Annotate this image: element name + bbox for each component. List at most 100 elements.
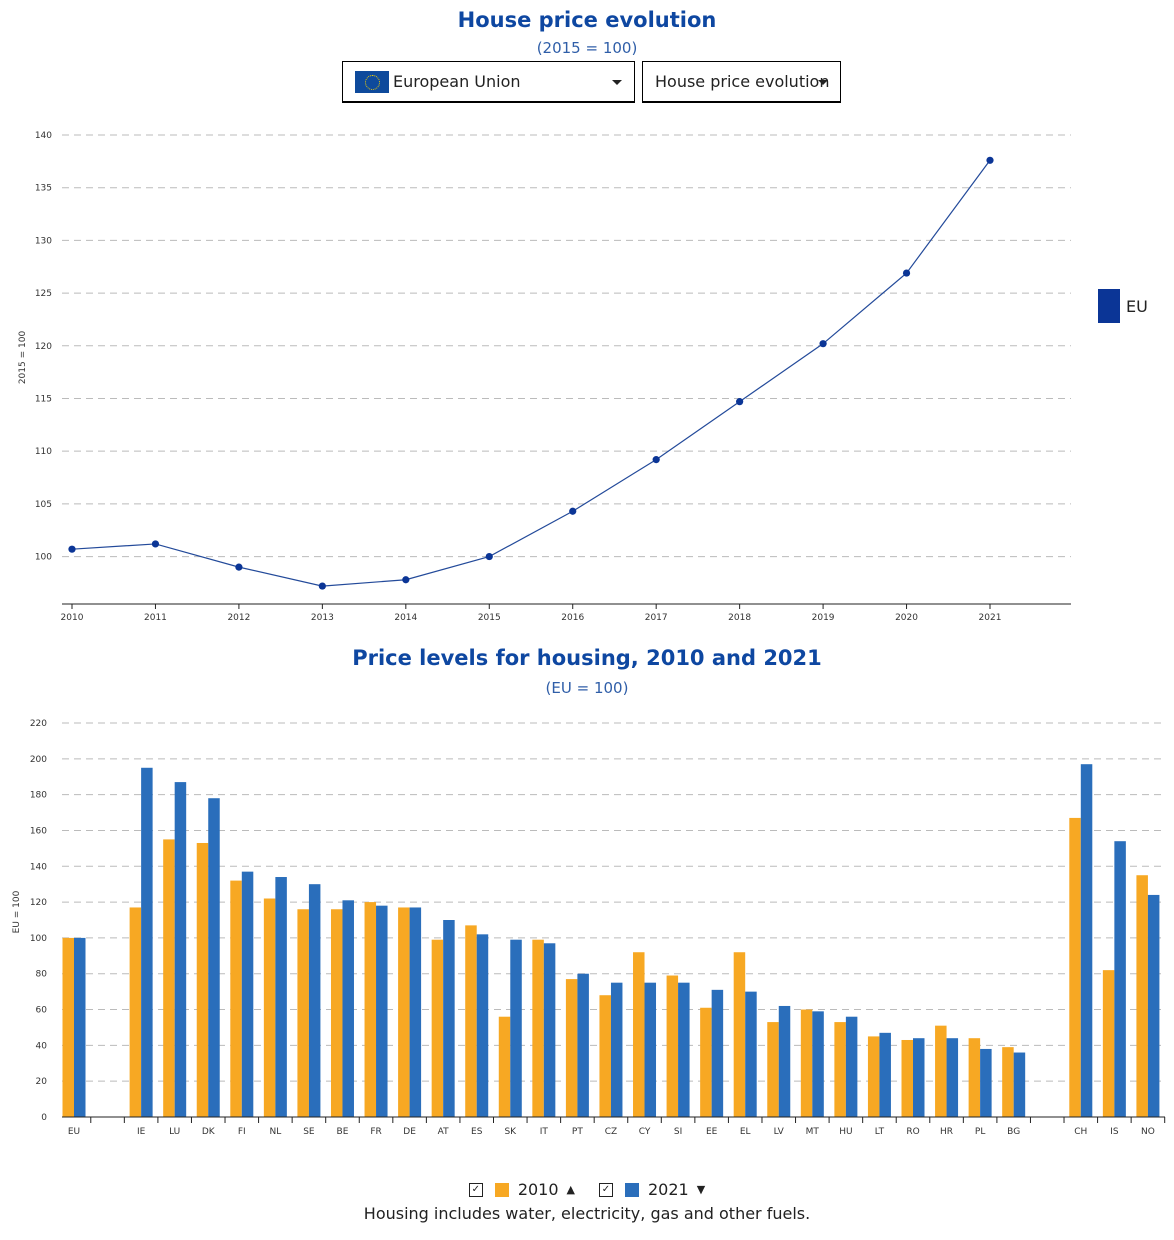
indicator-select[interactable]: House price evolution — [642, 61, 841, 103]
bar-chart-subtitle: (EU = 100) — [545, 679, 629, 697]
y-tick-label: 100 — [35, 553, 52, 563]
x-tick-label: 2019 — [812, 613, 835, 623]
y-tick-label: 125 — [35, 289, 52, 299]
x-tick-label: IS — [1110, 1127, 1119, 1137]
checkbox-2021[interactable]: ✓ — [599, 1182, 613, 1197]
bar-2021-IS — [1114, 841, 1126, 1117]
x-tick-label: MT — [806, 1127, 820, 1137]
sort-desc-icon[interactable]: ▼ — [696, 1183, 706, 1196]
legend-label: EU — [1126, 296, 1148, 316]
bar-2010-FR — [364, 902, 377, 1117]
bar-2021-AT — [443, 920, 455, 1117]
y-tick-label: 20 — [36, 1077, 48, 1087]
bar-chart-note: Housing includes water, electricity, gas… — [363, 1204, 811, 1223]
bar-2021-HU — [845, 1016, 858, 1117]
y-tick-label: 105 — [35, 500, 52, 510]
y-tick-label: 135 — [35, 184, 52, 194]
bar-2010-CZ — [599, 995, 611, 1117]
bar-2010-LT — [867, 1036, 880, 1117]
eu-flag-icon — [355, 70, 389, 93]
bar-2010-CH — [1069, 817, 1081, 1117]
y-tick-label: 130 — [35, 236, 52, 246]
bar-2021-NO — [1147, 894, 1160, 1117]
bar-2021-IE — [141, 767, 153, 1117]
data-point — [402, 576, 410, 584]
bar-2010-IS — [1102, 970, 1115, 1117]
y-tick-label: 60 — [36, 1006, 48, 1016]
x-tick-label: 2016 — [561, 613, 584, 623]
bar-2010-LU — [163, 839, 175, 1117]
bar-2021-PL — [980, 1048, 992, 1117]
x-tick-label: LT — [875, 1127, 885, 1137]
checkbox-2010[interactable]: ✓ — [468, 1182, 483, 1197]
y-tick-label: 140 — [30, 862, 47, 872]
bar-2010-LV — [767, 1022, 779, 1117]
x-tick-label: DK — [202, 1127, 216, 1137]
line-chart-subtitle: (2015 = 100) — [536, 39, 638, 57]
bar-2010-RO — [901, 1039, 913, 1117]
bar-2021-CH — [1080, 764, 1093, 1117]
line-chart-title: House price evolution — [457, 8, 717, 32]
x-tick-label: AT — [438, 1127, 449, 1137]
x-tick-label: 2018 — [728, 613, 751, 623]
x-tick-label: HR — [940, 1127, 953, 1137]
x-tick-label: SI — [674, 1127, 682, 1137]
x-tick-label: BG — [1007, 1127, 1020, 1137]
y-tick-label: 100 — [30, 934, 47, 944]
x-tick-label: 2017 — [645, 613, 668, 623]
bar-2010-SE — [297, 909, 309, 1117]
bar-2010-BE — [330, 909, 343, 1117]
x-tick-label: 2013 — [311, 613, 334, 623]
line-legend-eu[interactable]: EU — [1098, 289, 1148, 323]
bar-2010-CY — [633, 952, 645, 1117]
bar-2010-EL — [733, 952, 746, 1117]
x-tick-label: 2011 — [144, 613, 167, 623]
bar-2010-SK — [498, 1016, 511, 1117]
bar-2021-IT — [543, 943, 556, 1117]
y-tick-label: 120 — [30, 898, 47, 908]
bar-2021-ES — [476, 934, 489, 1117]
bar-2021-PT — [577, 973, 589, 1117]
x-tick-label: SE — [303, 1127, 315, 1137]
x-tick-label: 2014 — [394, 613, 417, 623]
x-tick-label: EL — [740, 1127, 751, 1137]
bar-2021-LV — [778, 1005, 791, 1117]
line-chart: 100 105 110 115 120 125 130 135 140 2010 2011 2012 2… — [18, 131, 1071, 623]
x-tick-label: NO — [1141, 1127, 1155, 1137]
caret-down-icon — [818, 80, 828, 85]
x-tick-label: IE — [137, 1127, 146, 1137]
x-tick-label: DE — [403, 1127, 416, 1137]
y-axis-label: EU = 100 — [12, 890, 22, 933]
sort-icon[interactable]: ▲ — [566, 1183, 575, 1196]
bar-2010-FI — [230, 880, 242, 1117]
caret-down-icon — [612, 80, 622, 85]
bar-2021-EU — [74, 937, 86, 1117]
x-tick-label: PT — [572, 1127, 583, 1137]
data-point — [902, 269, 911, 277]
bar-2021-DK — [208, 798, 220, 1117]
bar-2010-NO — [1136, 875, 1148, 1117]
legend-label-2010: 2010 — [517, 1180, 559, 1199]
y-axis-label: 2015 = 100 — [18, 331, 28, 385]
bar-2021-EE — [711, 989, 724, 1117]
bar-2010-HU — [834, 1022, 846, 1117]
y-tick-label: 120 — [35, 342, 52, 352]
country-select-value: European Union — [393, 72, 521, 91]
x-tick-label: 2012 — [227, 613, 250, 623]
bar-2021-LT — [879, 1032, 891, 1117]
bar-2010-ES — [465, 925, 477, 1117]
data-point — [485, 552, 493, 561]
y-tick-label: 80 — [36, 970, 48, 980]
bar-2010-PT — [565, 979, 578, 1117]
bar-2021-DE — [409, 907, 422, 1117]
indicator-select-value: House price evolution — [655, 72, 830, 91]
bar-2021-BE — [342, 900, 354, 1117]
x-tick-label: FR — [370, 1127, 381, 1137]
bar-2021-NL — [275, 877, 287, 1117]
x-tick-label: CZ — [605, 1127, 617, 1137]
y-tick-label: 200 — [30, 755, 47, 765]
country-select[interactable]: European Union — [342, 61, 635, 103]
x-tick-label: EE — [706, 1127, 718, 1137]
legend-swatch — [1098, 289, 1120, 323]
bar-2010-AT — [431, 939, 444, 1117]
